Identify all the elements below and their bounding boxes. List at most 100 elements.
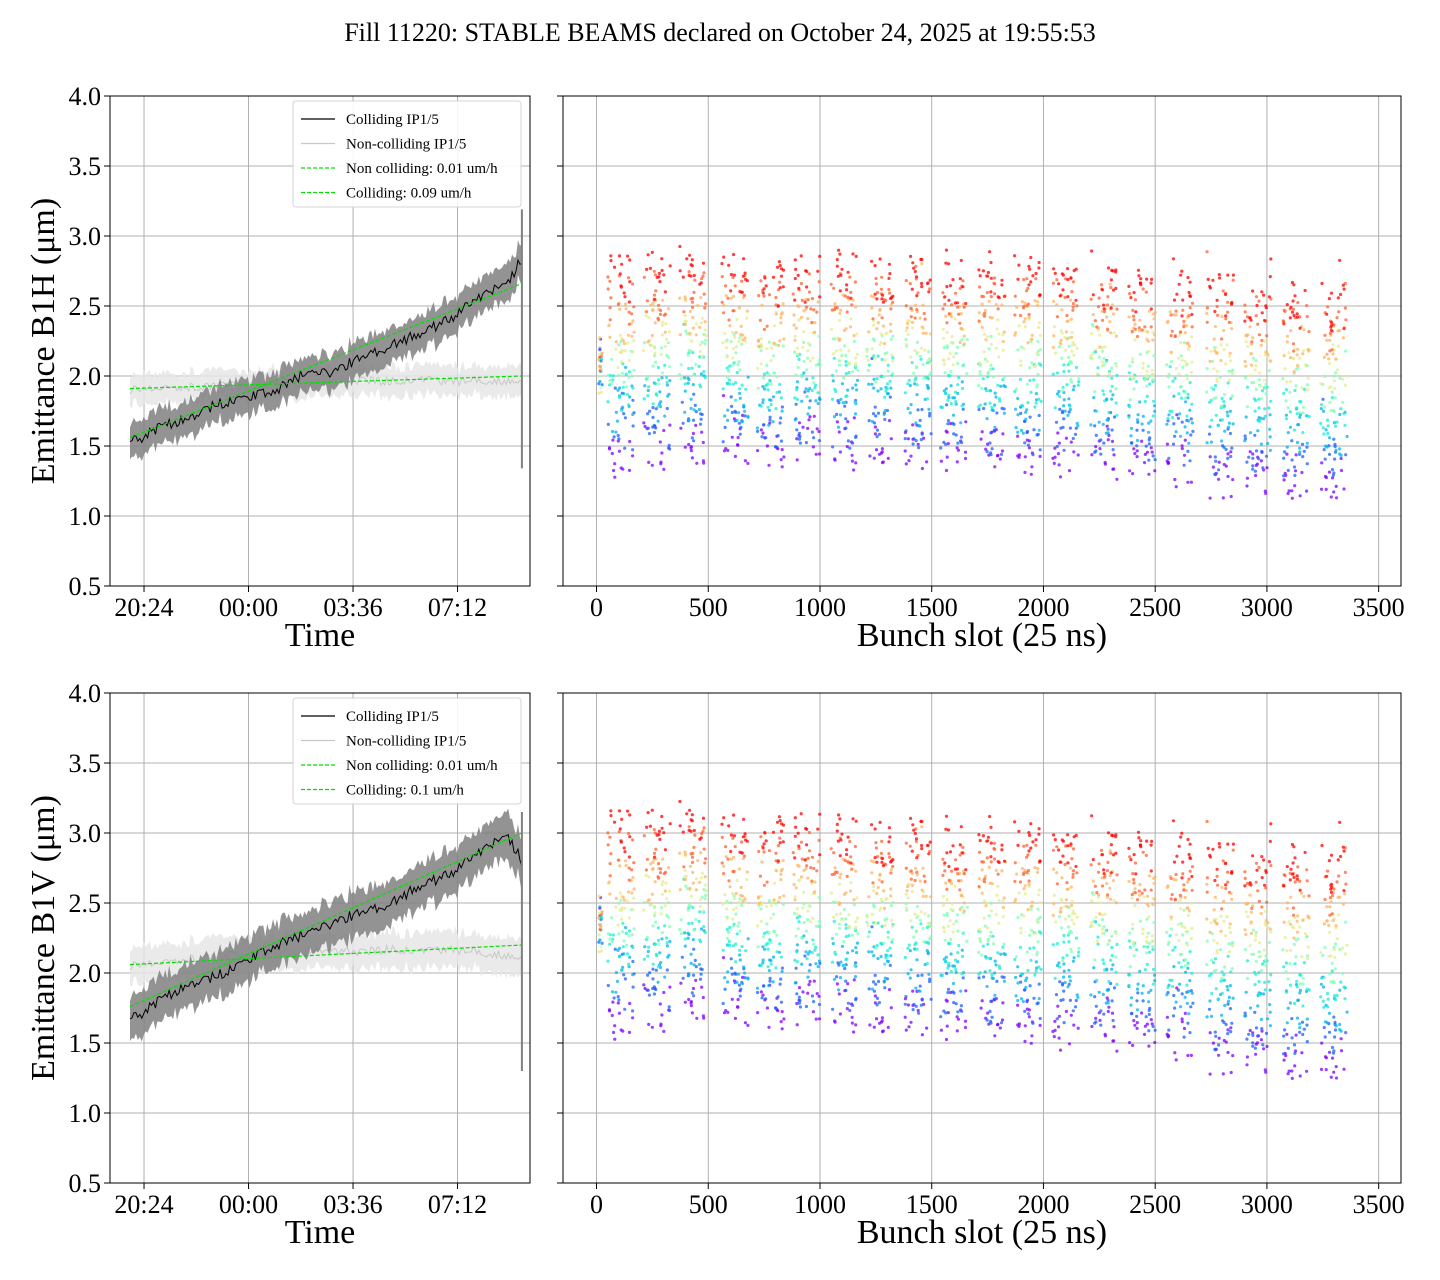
scatter-point: [945, 403, 949, 407]
scatter-point: [830, 308, 834, 312]
scatter-point: [659, 906, 664, 910]
scatter-point: [1284, 413, 1288, 417]
scatter-point: [664, 881, 668, 885]
scatter-point: [1325, 338, 1329, 342]
scatter-point: [1226, 474, 1230, 479]
scatter-point: [699, 972, 703, 976]
scatter-point: [1127, 939, 1131, 943]
scatter-point: [690, 921, 694, 925]
scatter-point: [1187, 441, 1191, 445]
scatter-point: [994, 913, 998, 917]
scatter-point: [620, 371, 625, 375]
scatter-point: [1254, 1026, 1259, 1030]
scatter-point: [924, 894, 928, 899]
scatter-point: [1175, 854, 1179, 858]
scatter-point: [734, 942, 738, 946]
scatter-point: [1292, 313, 1296, 318]
scatter-point: [1145, 839, 1149, 843]
scatter-point: [946, 990, 950, 995]
scatter-point: [890, 859, 894, 863]
scatter-point: [616, 923, 620, 927]
scatter-point: [771, 980, 775, 984]
scatter-point: [1166, 942, 1170, 947]
scatter-point: [692, 373, 696, 377]
scatter-point: [810, 297, 815, 301]
scatter-point: [1221, 289, 1225, 293]
scatter-point: [987, 347, 991, 351]
scatter-point: [1138, 329, 1142, 333]
scatter-point: [1013, 389, 1017, 394]
scatter-point: [632, 339, 636, 343]
scatter-point: [686, 908, 690, 912]
scatter-point: [872, 386, 876, 390]
scatter-point: [1141, 850, 1145, 854]
scatter-point: [765, 324, 769, 328]
scatter-point: [851, 298, 855, 302]
scatter-point: [920, 888, 924, 892]
scatter-point: [653, 880, 657, 884]
scatter-point: [986, 942, 990, 946]
scatter-point: [1257, 971, 1261, 975]
scatter-point: [1153, 409, 1157, 413]
scatter-point: [678, 799, 682, 804]
scatter-point: [872, 989, 877, 993]
scatter-point: [631, 424, 635, 428]
scatter-point: [1243, 376, 1248, 380]
scatter-point: [645, 988, 649, 992]
scatter-point: [660, 892, 665, 896]
scatter-point: [1029, 958, 1033, 963]
scatter-point: [1177, 372, 1181, 376]
scatter-point: [775, 933, 779, 937]
scatter-point: [1096, 366, 1100, 370]
scatter-point: [663, 330, 667, 334]
scatter-point: [881, 293, 885, 297]
scatter-point: [1333, 442, 1337, 446]
scatter-point: [797, 847, 801, 851]
scatter-point: [663, 290, 668, 294]
scatter-point: [755, 986, 760, 990]
scatter-point: [736, 443, 740, 447]
scatter-point: [891, 938, 895, 942]
scatter-point: [798, 999, 802, 1003]
scatter-point: [980, 999, 984, 1003]
scatter-point: [1248, 450, 1252, 454]
y-tick-label: 0.5: [69, 1169, 102, 1198]
scatter-point: [995, 411, 999, 415]
scatter-point: [848, 325, 853, 329]
scatter-point: [1190, 402, 1194, 406]
scatter-point: [918, 418, 922, 422]
scatter-point: [838, 450, 843, 454]
scatter-point: [986, 1011, 990, 1015]
scatter-point: [698, 422, 703, 426]
scatter-point: [1063, 980, 1067, 985]
scatter-point: [1066, 861, 1070, 865]
scatter-point: [651, 986, 655, 991]
scatter-point: [914, 986, 918, 990]
scatter-point: [778, 421, 782, 425]
scatter-point: [874, 414, 878, 418]
scatter-point: [1248, 325, 1252, 329]
scatter-point: [965, 905, 969, 909]
scatter-point: [807, 830, 812, 835]
scatter-point: [622, 939, 626, 943]
scatter-point: [906, 332, 910, 337]
scatter-point: [1173, 1006, 1177, 1010]
scatter-point: [683, 295, 687, 299]
scatter-point: [1033, 365, 1037, 369]
scatter-point: [1229, 1070, 1233, 1075]
scatter-point: [1037, 893, 1041, 897]
scatter-point: [818, 363, 822, 367]
scatter-point: [778, 982, 782, 986]
scatter-point: [1260, 449, 1264, 454]
scatter-point: [723, 414, 727, 418]
scatter-point: [799, 812, 803, 816]
scatter-point: [1071, 305, 1075, 309]
scatter-point: [1072, 353, 1076, 357]
scatter-point: [1090, 1024, 1094, 1029]
scatter-point: [798, 1005, 803, 1009]
scatter-point: [642, 341, 647, 345]
scatter-point: [881, 300, 886, 304]
scatter-point: [912, 828, 916, 832]
scatter-point: [627, 300, 632, 304]
scatter-point: [1139, 277, 1143, 281]
